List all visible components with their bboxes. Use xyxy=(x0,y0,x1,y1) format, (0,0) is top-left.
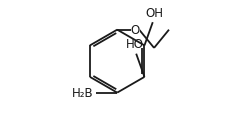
Text: OH: OH xyxy=(145,7,163,20)
Text: H₂B: H₂B xyxy=(72,86,94,99)
Text: O: O xyxy=(131,24,140,37)
Text: HO: HO xyxy=(125,38,143,51)
